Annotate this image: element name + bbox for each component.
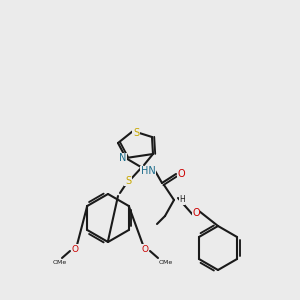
Text: OMe: OMe — [53, 260, 67, 265]
Text: OMe: OMe — [159, 260, 173, 265]
Text: O: O — [192, 208, 200, 218]
Text: O: O — [142, 244, 148, 253]
Text: N: N — [119, 153, 127, 163]
Text: HN: HN — [141, 166, 155, 176]
Text: H: H — [179, 196, 185, 205]
Text: O: O — [71, 244, 79, 253]
Text: S: S — [133, 128, 139, 138]
Text: O: O — [177, 169, 185, 179]
Text: S: S — [125, 176, 131, 186]
